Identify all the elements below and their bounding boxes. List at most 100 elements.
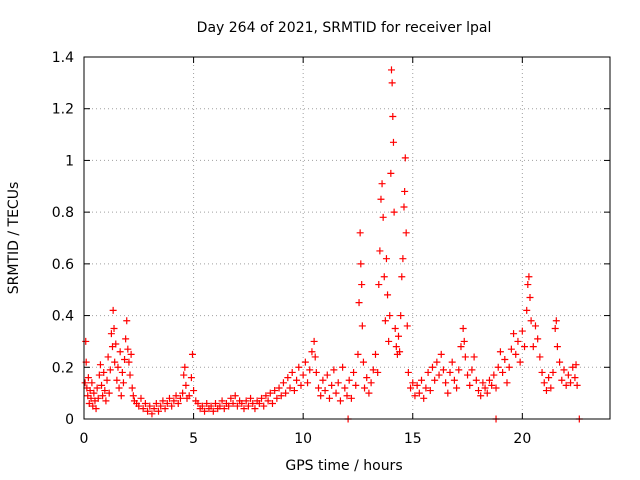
data-point: [118, 368, 126, 376]
data-point: [437, 350, 445, 358]
data-point: [279, 379, 287, 387]
data-point: [387, 66, 395, 74]
data-point: [457, 343, 465, 351]
data-point: [492, 384, 500, 392]
data-point: [113, 376, 121, 384]
x-tick-label: 5: [189, 431, 198, 447]
data-point: [524, 281, 532, 289]
data-point: [512, 350, 520, 358]
data-point: [376, 247, 384, 255]
data-point: [124, 345, 132, 353]
data-point: [464, 371, 472, 379]
data-point: [201, 407, 209, 415]
data-point: [119, 379, 127, 387]
data-point: [407, 384, 415, 392]
data-point: [401, 187, 409, 195]
data-point: [488, 381, 496, 389]
data-point: [358, 322, 366, 330]
data-point: [442, 379, 450, 387]
data-point: [87, 394, 95, 402]
data-point: [286, 384, 294, 392]
data-point: [450, 376, 458, 384]
data-point: [227, 394, 235, 402]
data-point: [126, 371, 134, 379]
data-point: [247, 394, 255, 402]
data-point: [523, 306, 531, 314]
x-tick-label: 20: [513, 431, 531, 447]
data-point: [282, 389, 290, 397]
data-point: [485, 376, 493, 384]
data-point: [356, 229, 364, 237]
data-point: [251, 405, 259, 413]
data-point: [174, 399, 182, 407]
data-point: [510, 330, 518, 338]
data-point: [358, 281, 366, 289]
data-point: [212, 399, 219, 407]
data-point: [161, 405, 169, 413]
data-point: [144, 407, 152, 415]
data-point: [468, 366, 476, 374]
data-point: [435, 371, 443, 379]
x-tick-label: 0: [80, 431, 89, 447]
data-point: [379, 213, 387, 221]
data-point: [404, 368, 412, 376]
data-point: [381, 317, 389, 325]
data-point: [540, 379, 548, 387]
data-point: [397, 312, 405, 320]
data-point: [187, 374, 195, 382]
data-point: [137, 394, 145, 402]
data-point: [516, 358, 524, 366]
plot-frame: [83, 56, 611, 420]
data-point: [567, 379, 575, 387]
data-point: [339, 363, 347, 371]
data-point: [290, 387, 298, 395]
data-point: [401, 154, 409, 162]
data-point: [448, 358, 456, 366]
data-point: [503, 379, 511, 387]
data-point: [384, 291, 392, 299]
data-point: [115, 384, 123, 392]
data-point: [203, 399, 211, 407]
data-point: [317, 392, 325, 400]
data-point: [231, 392, 239, 400]
data-point: [347, 394, 355, 402]
data-point: [188, 350, 196, 358]
data-point: [413, 381, 421, 389]
data-point: [85, 399, 93, 407]
data-point: [343, 392, 351, 400]
data-point: [172, 392, 180, 400]
data-point: [277, 392, 285, 400]
data-point: [446, 368, 454, 376]
data-point: [549, 368, 557, 376]
data-point: [148, 410, 156, 418]
chart-title: Day 264 of 2021, SRMTID for receiver lpa…: [197, 20, 492, 36]
data-point: [365, 389, 373, 397]
data-point: [81, 379, 89, 387]
data-point: [129, 392, 137, 400]
data-point: [390, 208, 398, 216]
data-point: [315, 384, 323, 392]
data-point: [99, 392, 107, 400]
data-point: [380, 273, 388, 281]
data-point: [426, 387, 434, 395]
data-point: [96, 361, 104, 369]
data-point: [117, 392, 125, 400]
data-point: [157, 402, 165, 410]
data-point: [258, 394, 266, 402]
data-point: [418, 376, 426, 384]
data-point: [90, 389, 98, 397]
data-point: [562, 381, 570, 389]
data-point: [369, 366, 377, 374]
data-point: [386, 312, 394, 320]
data-point: [308, 348, 316, 356]
data-point: [477, 392, 485, 400]
data-point: [395, 332, 403, 340]
data-point: [262, 392, 270, 400]
data-point: [176, 394, 184, 402]
data-point: [336, 397, 344, 405]
data-point: [472, 376, 480, 384]
data-point: [288, 368, 296, 376]
data-point: [501, 356, 509, 364]
data-point: [332, 389, 340, 397]
